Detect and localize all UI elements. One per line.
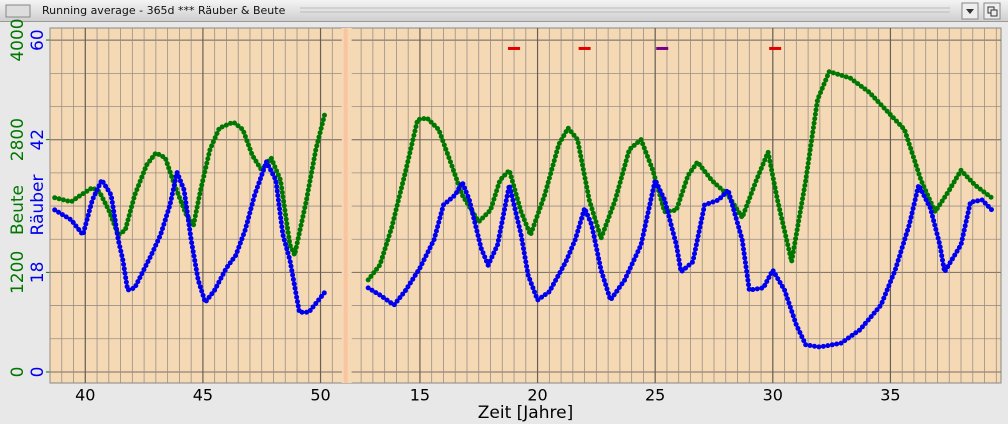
panel-gap-bar [343, 28, 348, 383]
menu-arrow [966, 9, 974, 14]
y2-tick-label: 18 [28, 262, 48, 284]
series-dots [365, 177, 997, 350]
y-tick-label: 0 [8, 367, 28, 378]
title-bar: Running average - 365d *** Räuber & Beut… [0, 0, 1008, 22]
x-tick-label: 25 [645, 386, 665, 405]
y-axis-label: Beute [8, 185, 28, 235]
y2-tick-label: 42 [28, 129, 48, 151]
x-tick-label: 50 [310, 386, 330, 405]
restore-icon [990, 9, 998, 17]
x-tick-label: 20 [527, 386, 547, 405]
y2-tick-label: 0 [28, 367, 48, 378]
window-title: Running average - 365d *** Räuber & Beut… [42, 4, 286, 17]
x-tick-label: 40 [75, 386, 95, 405]
window-icon[interactable] [5, 4, 31, 18]
y-tick-label: 1200 [8, 251, 28, 294]
y2-tick-label: 60 [28, 29, 48, 51]
title-bar-icons [5, 2, 1001, 20]
x-tick-label: 45 [193, 386, 213, 405]
series-dots [365, 69, 995, 283]
x-axis-label: Zeit [Jahre] [478, 403, 573, 423]
y-tick-label: 4000 [8, 18, 28, 61]
series-dots [52, 109, 328, 258]
series-dots [52, 159, 328, 315]
x-tick-label: 15 [410, 386, 430, 405]
y2-axis-label: Räuber [28, 175, 48, 236]
x-tick-label: 30 [763, 386, 783, 405]
x-tick-label: 35 [880, 386, 900, 405]
y-tick-label: 2800 [8, 118, 28, 161]
